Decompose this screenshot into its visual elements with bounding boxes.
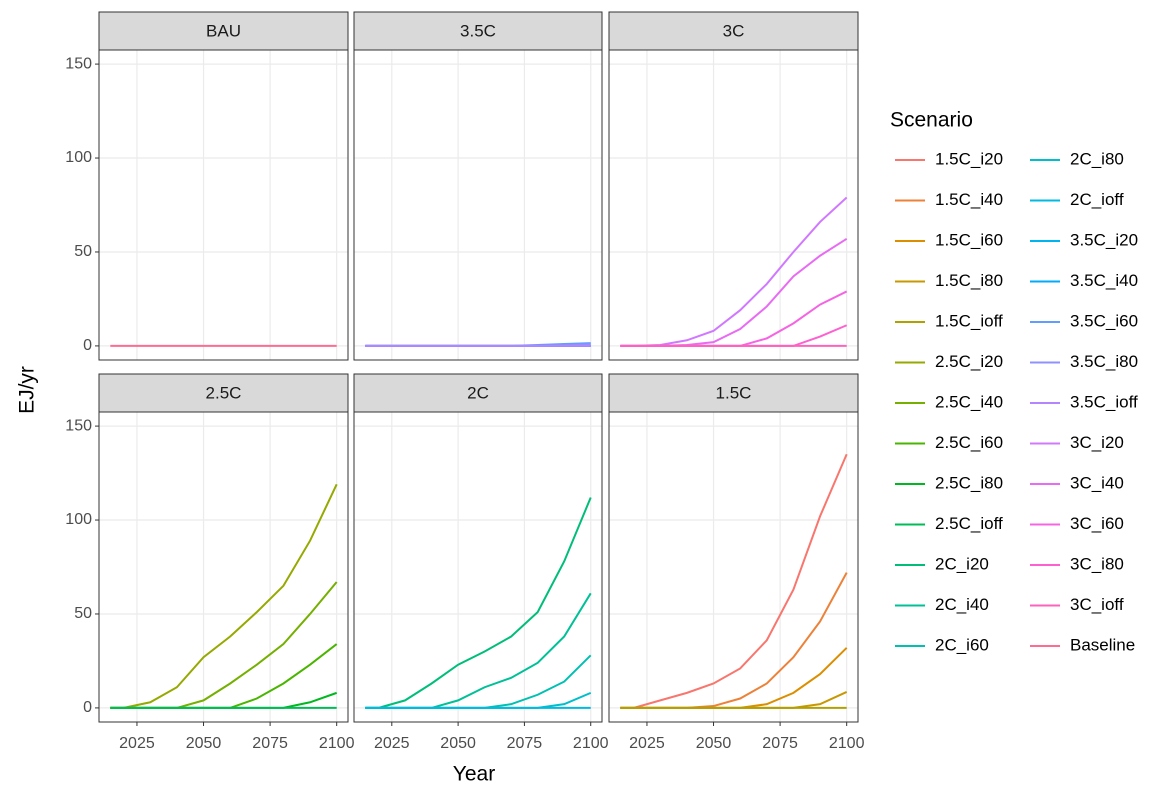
x-tick-label: 2075 [252,735,288,752]
series-line [110,483,338,709]
legend-label: 2.5C_i80 [935,473,1003,492]
y-tick-label: 100 [65,511,92,528]
panel-background [99,412,348,722]
legend-label: 2C_i40 [935,595,989,614]
strip-label: BAU [206,21,241,40]
panel-border [353,411,603,723]
y-tick-label: 150 [65,55,92,72]
panel-border [98,411,349,723]
panel-border [98,49,349,361]
series-line [365,497,592,709]
panel-background [99,50,348,360]
legend-label: 3C_i40 [1070,473,1124,492]
panel-border [608,49,859,361]
y-tick-label: 0 [83,699,92,716]
legend-label: 1.5C_i80 [935,271,1003,290]
legend-label: 3C_i80 [1070,554,1124,573]
legend-label: 2.5C_i20 [935,352,1003,371]
x-tick-label: 2100 [319,735,355,752]
x-tick-label: 2050 [440,735,476,752]
legend-label: 3.5C_i60 [1070,311,1138,330]
x-tick-label: 2025 [119,735,155,752]
x-tick-label: 2075 [762,735,798,752]
x-axis-title: Year [453,763,495,786]
legend-label: 2C_i20 [935,554,989,573]
x-tick-label: 2075 [507,735,543,752]
legend-label: 3.5C_i40 [1070,271,1138,290]
y-tick-label: 0 [83,337,92,354]
legend-label: 3.5C_i80 [1070,352,1138,371]
strip-label: 1.5C [716,383,752,402]
strip-label: 3C [723,21,745,40]
strip-label: 3.5C [460,21,496,40]
legend-label: Baseline [1070,635,1135,654]
legend-label: 3.5C_ioff [1070,392,1138,411]
x-tick-label: 2025 [629,735,665,752]
legend-label: 1.5C_i60 [935,230,1003,249]
panel-background [609,50,858,360]
panel-background [609,412,858,722]
strip-label: 2.5C [206,383,242,402]
x-tick-label: 2050 [186,735,222,752]
x-tick-label: 2100 [573,735,609,752]
strip [98,11,349,51]
legend-label: 2.5C_i60 [935,433,1003,452]
strip [608,373,859,413]
y-tick-label: 150 [65,417,92,434]
legend-label: 1.5C_ioff [935,311,1003,330]
panel-background [354,50,602,360]
legend-label: 3C_i60 [1070,514,1124,533]
strip-label: 2C [467,383,489,402]
y-tick-label: 100 [65,149,92,166]
legend-label: 1.5C_i20 [935,149,1003,168]
legend-title: Scenario [890,109,973,132]
y-axis-title: EJ/yr [16,366,39,414]
y-tick-label: 50 [74,605,92,622]
strip [98,373,349,413]
y-tick-label: 50 [74,243,92,260]
legend-label: 3C_ioff [1070,595,1124,614]
legend-label: 3C_i20 [1070,433,1124,452]
legend-label: 2.5C_i40 [935,392,1003,411]
strip [353,373,603,413]
legend-label: 2C_ioff [1070,190,1124,209]
legend-label: 2.5C_ioff [935,514,1003,533]
x-tick-label: 2100 [829,735,865,752]
panel-border [353,49,603,361]
panel-border [608,411,859,723]
legend-label: 1.5C_i40 [935,190,1003,209]
legend-label: 3.5C_i20 [1070,230,1138,249]
x-tick-label: 2050 [696,735,732,752]
series-line [620,453,848,709]
legend-label: 2C_i60 [935,635,989,654]
x-tick-label: 2025 [374,735,410,752]
legend-label: 2C_i80 [1070,149,1124,168]
